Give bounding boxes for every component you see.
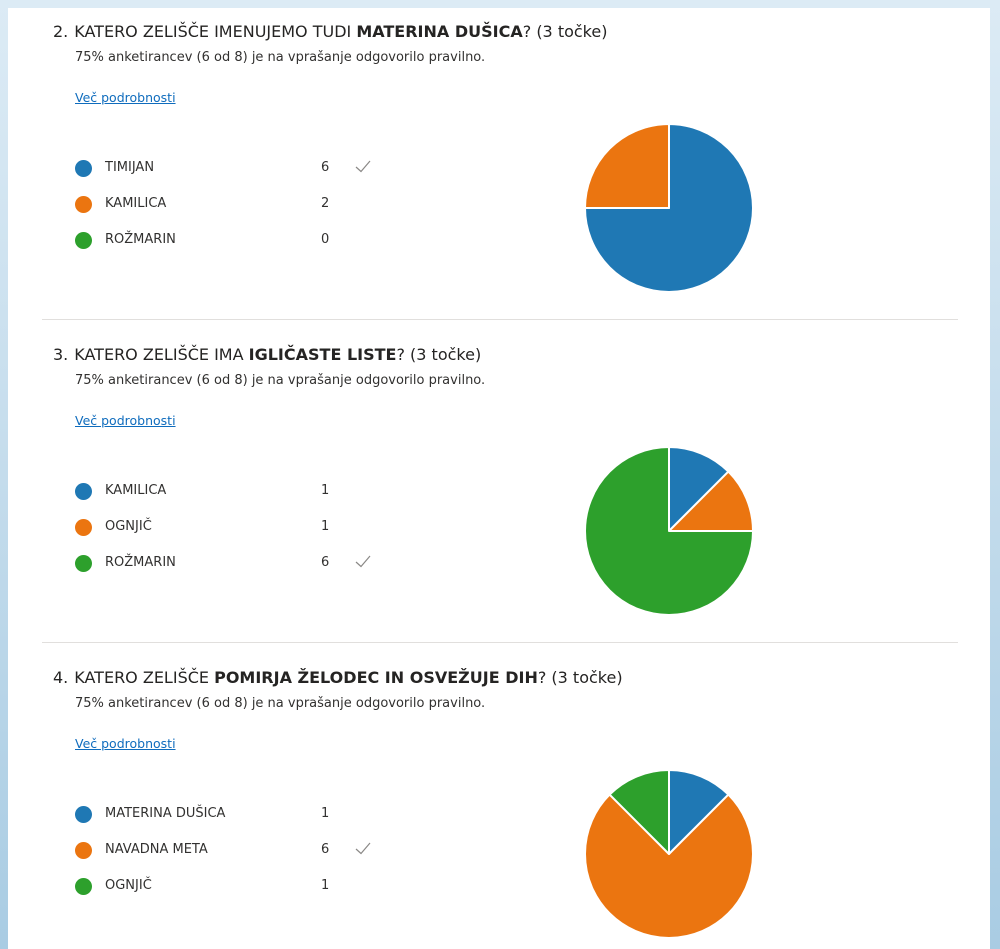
pie-chart: [584, 123, 754, 293]
legend-dot: [75, 483, 92, 500]
answer-legend: MATERINA DUŠICA 1 NAVADNA META 6 OGNJIČ …: [75, 802, 415, 910]
pie-slice: [584, 123, 754, 293]
legend-item: ROŽMARIN 6: [75, 551, 415, 587]
pie-slice: [584, 446, 754, 616]
answer-legend: TIMIJAN 6 KAMILICA 2 ROŽMARIN 0: [75, 156, 415, 264]
legend-item: MATERINA DUŠICA 1: [75, 802, 415, 838]
option-label: MATERINA DUŠICA: [105, 806, 226, 821]
option-label: ROŽMARIN: [105, 555, 176, 570]
question-number: 4.: [53, 668, 69, 687]
pie-chart: [584, 446, 754, 616]
option-count: 0: [321, 232, 330, 247]
correct-check-icon: [355, 555, 371, 568]
pie-slice: [584, 793, 754, 939]
legend-item: NAVADNA META 6: [75, 838, 415, 874]
legend-item: ROŽMARIN 0: [75, 228, 415, 264]
option-label: OGNJIČ: [105, 519, 152, 534]
option-label: ROŽMARIN: [105, 232, 176, 247]
question-summary: 75% anketirancev (6 od 8) je na vprašanj…: [75, 50, 486, 65]
option-label: KAMILICA: [105, 196, 167, 211]
question-number: 3.: [53, 345, 69, 364]
question-title-emphasis: IGLIČASTE LISTE: [248, 345, 397, 364]
question-title: 4. KATERO ZELIŠČE POMIRJA ŽELODEC IN OSVE…: [53, 668, 623, 687]
option-count: 2: [321, 196, 330, 211]
question-title-emphasis: POMIRJA ŽELODEC IN OSVEŽUJE DIH: [214, 668, 538, 687]
pie-slice: [584, 123, 670, 209]
question-title: 2. KATERO ZELIŠČE IMENUJEMO TUDI MATERINA…: [53, 22, 607, 41]
option-count: 6: [321, 160, 330, 175]
question-number: 2.: [53, 22, 69, 41]
correct-check-icon: [355, 160, 371, 173]
question-points: ? (3 točke): [522, 22, 608, 41]
legend-dot: [75, 196, 92, 213]
question-summary: 75% anketirancev (6 od 8) je na vprašanj…: [75, 373, 486, 388]
option-count: 6: [321, 555, 330, 570]
question-title: 3. KATERO ZELIŠČE IMA IGLIČASTE LISTE? (3…: [53, 345, 481, 364]
legend-dot: [75, 555, 92, 572]
question-points: ? (3 točke): [537, 668, 623, 687]
question-title-text: KATERO ZELIŠČE: [74, 668, 215, 687]
option-count: 1: [321, 483, 330, 498]
option-label: KAMILICA: [105, 483, 167, 498]
legend-item: KAMILICA 2: [75, 192, 415, 228]
option-count: 6: [321, 842, 330, 857]
legend-dot: [75, 232, 92, 249]
option-label: OGNJIČ: [105, 878, 152, 893]
legend-dot: [75, 842, 92, 859]
legend-dot: [75, 878, 92, 895]
question-card: 4. KATERO ZELIŠČE POMIRJA ŽELODEC IN OSVE…: [8, 654, 990, 949]
correct-check-icon: [355, 842, 371, 855]
section-divider: [42, 319, 958, 320]
legend-dot: [75, 806, 92, 823]
question-title-text: KATERO ZELIŠČE IMA: [74, 345, 249, 364]
question-summary: 75% anketirancev (6 od 8) je na vprašanj…: [75, 696, 486, 711]
legend-item: TIMIJAN 6: [75, 156, 415, 192]
legend-item: OGNJIČ 1: [75, 515, 415, 551]
pie-slice: [668, 769, 730, 855]
question-card: 2. KATERO ZELIŠČE IMENUJEMO TUDI MATERINA…: [8, 8, 990, 330]
legend-dot: [75, 160, 92, 177]
question-title-emphasis: MATERINA DUŠICA: [356, 22, 523, 41]
more-details-link[interactable]: Več podrobnosti: [75, 90, 176, 105]
legend-dot: [75, 519, 92, 536]
option-label: TIMIJAN: [105, 160, 155, 175]
pie-slice: [608, 769, 670, 855]
legend-item: OGNJIČ 1: [75, 874, 415, 910]
more-details-link[interactable]: Več podrobnosti: [75, 736, 176, 751]
option-count: 1: [321, 806, 330, 821]
section-divider: [42, 642, 958, 643]
more-details-link[interactable]: Več podrobnosti: [75, 413, 176, 428]
question-points: ? (3 točke): [396, 345, 482, 364]
pie-chart: [584, 769, 754, 939]
pie-slice: [668, 446, 730, 532]
option-count: 1: [321, 519, 330, 534]
question-title-text: KATERO ZELIŠČE IMENUJEMO TUDI: [74, 22, 357, 41]
answer-legend: KAMILICA 1 OGNJIČ 1 ROŽMARIN 6: [75, 479, 415, 587]
legend-item: KAMILICA 1: [75, 479, 415, 515]
option-label: NAVADNA META: [105, 842, 208, 857]
option-count: 1: [321, 878, 330, 893]
quiz-results-panel: 2. KATERO ZELIŠČE IMENUJEMO TUDI MATERINA…: [8, 8, 990, 949]
pie-slice: [668, 470, 754, 532]
question-card: 3. KATERO ZELIŠČE IMA IGLIČASTE LISTE? (3…: [8, 331, 990, 653]
